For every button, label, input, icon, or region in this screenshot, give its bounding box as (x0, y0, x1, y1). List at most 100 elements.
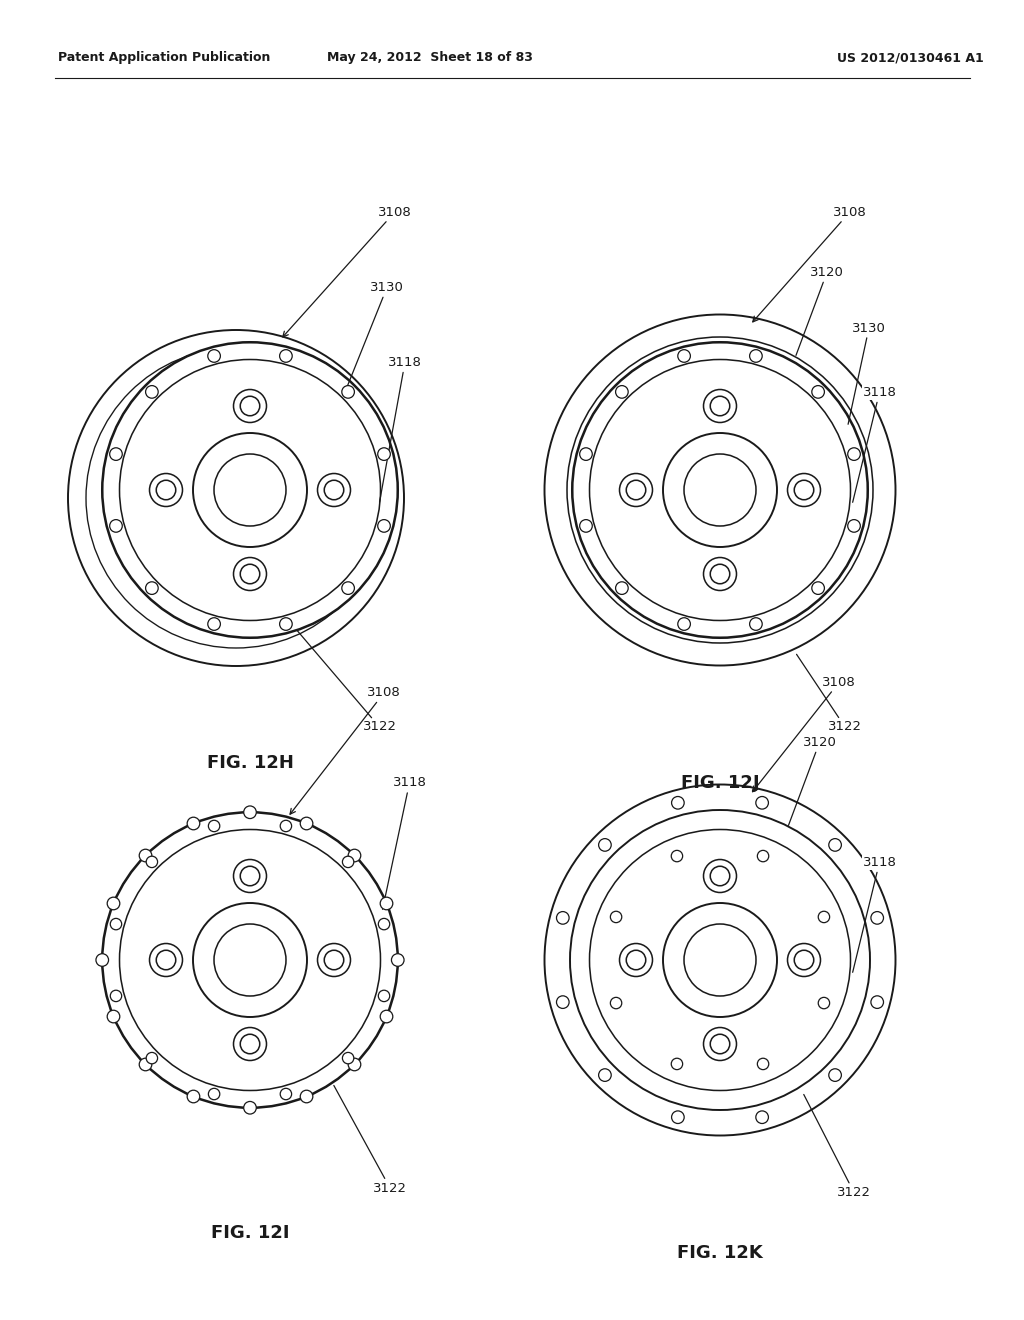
Circle shape (281, 820, 292, 832)
Text: FIG. 12K: FIG. 12K (677, 1243, 763, 1262)
Circle shape (342, 385, 354, 399)
Circle shape (208, 618, 220, 631)
Circle shape (620, 474, 652, 507)
Circle shape (380, 898, 393, 909)
Circle shape (672, 1059, 683, 1069)
Circle shape (208, 350, 220, 362)
Circle shape (157, 480, 176, 500)
Circle shape (378, 919, 390, 929)
Circle shape (672, 796, 684, 809)
Circle shape (342, 857, 354, 867)
Circle shape (102, 812, 397, 1107)
Circle shape (758, 850, 769, 862)
Circle shape (678, 618, 690, 631)
Circle shape (102, 342, 397, 638)
Circle shape (244, 1101, 256, 1114)
Circle shape (795, 480, 814, 500)
Circle shape (325, 480, 344, 500)
Circle shape (325, 950, 344, 970)
Circle shape (672, 1111, 684, 1123)
Text: 3130: 3130 (344, 281, 403, 395)
Circle shape (241, 866, 260, 886)
Circle shape (545, 314, 896, 665)
Circle shape (139, 1059, 152, 1071)
Text: 3130: 3130 (848, 322, 886, 424)
Circle shape (108, 1010, 120, 1023)
Circle shape (812, 385, 824, 399)
Circle shape (599, 1069, 611, 1081)
Circle shape (300, 817, 313, 830)
Circle shape (157, 950, 176, 970)
Circle shape (615, 582, 628, 594)
Circle shape (756, 1111, 768, 1123)
Circle shape (795, 950, 814, 970)
Circle shape (787, 474, 820, 507)
Circle shape (711, 396, 730, 416)
Text: 3118: 3118 (853, 385, 896, 503)
Circle shape (380, 1010, 393, 1023)
Circle shape (703, 1027, 736, 1060)
Circle shape (610, 998, 622, 1008)
Text: Patent Application Publication: Patent Application Publication (58, 51, 270, 65)
Circle shape (711, 866, 730, 886)
Circle shape (317, 474, 350, 507)
Circle shape (150, 944, 182, 977)
Circle shape (342, 1052, 354, 1064)
Circle shape (233, 389, 266, 422)
Circle shape (108, 898, 120, 909)
Circle shape (870, 995, 884, 1008)
Circle shape (570, 810, 870, 1110)
Text: May 24, 2012  Sheet 18 of 83: May 24, 2012 Sheet 18 of 83 (327, 51, 532, 65)
Circle shape (378, 520, 390, 532)
Circle shape (233, 1027, 266, 1060)
Circle shape (848, 447, 860, 461)
Circle shape (750, 618, 762, 631)
Circle shape (150, 474, 182, 507)
Circle shape (145, 385, 158, 399)
Circle shape (110, 447, 122, 461)
Circle shape (870, 912, 884, 924)
Circle shape (663, 433, 777, 546)
Circle shape (580, 520, 592, 532)
Text: 3122: 3122 (804, 1094, 871, 1199)
Circle shape (209, 820, 220, 832)
Circle shape (678, 350, 690, 362)
Circle shape (756, 796, 768, 809)
Circle shape (711, 564, 730, 583)
Text: 3108: 3108 (753, 206, 866, 322)
Circle shape (281, 1088, 292, 1100)
Circle shape (110, 520, 122, 532)
Circle shape (193, 903, 307, 1016)
Circle shape (703, 859, 736, 892)
Circle shape (620, 944, 652, 977)
Circle shape (378, 447, 390, 461)
Circle shape (567, 337, 873, 643)
Circle shape (111, 990, 122, 1002)
Circle shape (627, 480, 646, 500)
Circle shape (703, 557, 736, 590)
Circle shape (556, 912, 569, 924)
Text: 3122: 3122 (797, 655, 862, 734)
Circle shape (209, 1088, 220, 1100)
Circle shape (241, 564, 260, 583)
Circle shape (139, 849, 152, 862)
Circle shape (703, 389, 736, 422)
Circle shape (233, 859, 266, 892)
Text: 3108: 3108 (753, 676, 856, 792)
Circle shape (193, 433, 307, 546)
Circle shape (68, 330, 404, 667)
Circle shape (615, 385, 628, 399)
Circle shape (391, 953, 404, 966)
Circle shape (244, 807, 256, 818)
Circle shape (348, 849, 360, 862)
Circle shape (146, 1052, 158, 1064)
Circle shape (848, 520, 860, 532)
Circle shape (86, 348, 386, 648)
Circle shape (750, 350, 762, 362)
Circle shape (545, 784, 896, 1135)
Circle shape (684, 924, 756, 997)
Circle shape (214, 924, 286, 997)
Circle shape (818, 911, 829, 923)
Circle shape (818, 998, 829, 1008)
Circle shape (348, 1059, 360, 1071)
